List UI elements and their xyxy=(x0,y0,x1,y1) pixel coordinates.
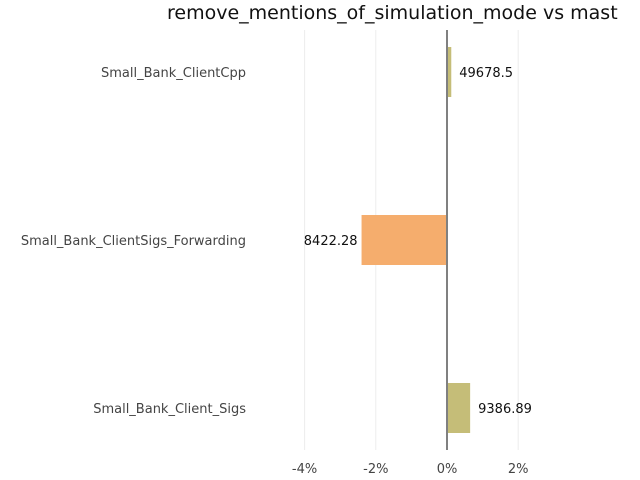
x-tick-label: -4% xyxy=(292,462,317,477)
data-label: 49678.5 xyxy=(459,66,513,81)
x-tick-label: 2% xyxy=(508,462,529,477)
x-tick-label: -2% xyxy=(363,462,388,477)
category-label: Small_Bank_ClientSigs_Forwarding xyxy=(21,234,246,249)
x-tick-label: 0% xyxy=(437,462,458,477)
bar xyxy=(361,215,447,265)
data-label: 9386.89 xyxy=(478,402,532,417)
category-label: Small_Bank_ClientCpp xyxy=(101,66,246,81)
data-label: 8422.28 xyxy=(304,234,358,249)
bars xyxy=(361,47,471,433)
bar xyxy=(447,47,452,97)
bar xyxy=(447,383,471,433)
category-label: Small_Bank_Client_Sigs xyxy=(93,402,246,417)
chart-title: remove_mentions_of_simulation_mode vs ma… xyxy=(167,2,618,24)
labels: -4% -2% 0% 2% Small_Bank_ClientCpp 49678.5 Sma… xyxy=(21,66,532,477)
